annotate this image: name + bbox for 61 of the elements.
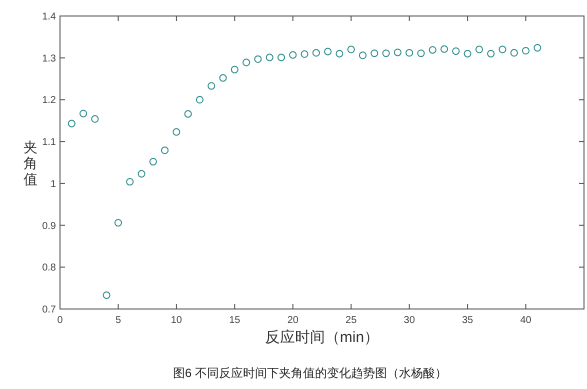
point	[336, 50, 344, 58]
point	[242, 58, 250, 66]
point	[266, 54, 274, 62]
point	[522, 46, 530, 55]
point	[358, 52, 367, 60]
y-axis-title: 夹角值	[23, 138, 38, 186]
point	[324, 48, 332, 56]
point	[184, 110, 192, 118]
point	[91, 115, 99, 123]
x-tick-label: 35	[462, 315, 474, 326]
y-tick-label: 1.4	[42, 12, 56, 22]
caption: 图6 不同反应时间下夹角值的变化趋势图（水杨酸）	[172, 366, 448, 380]
x-axis-title: 反应时间（min）	[264, 329, 380, 346]
point	[102, 291, 110, 299]
point	[138, 170, 146, 178]
y-tick-label: 0.7	[42, 304, 56, 316]
y-tick-label: 0.8	[42, 262, 56, 274]
point	[464, 50, 472, 58]
point	[277, 54, 286, 62]
y-tick-label: 1.1	[42, 137, 56, 148]
point	[254, 55, 262, 63]
point	[406, 49, 414, 57]
point	[126, 178, 134, 186]
point	[312, 49, 320, 57]
y-tick-label: 1	[50, 178, 56, 190]
point	[161, 146, 169, 154]
point	[452, 47, 460, 55]
point	[68, 120, 76, 128]
point	[417, 49, 425, 58]
x-tick-label: 20	[287, 315, 299, 326]
point	[114, 218, 122, 227]
point	[149, 158, 157, 166]
point	[79, 110, 88, 118]
y-tick-label: 1.3	[42, 53, 56, 64]
point	[440, 45, 448, 53]
point	[208, 82, 216, 90]
y-tick-label: 0.9	[42, 220, 56, 232]
x-tick-label: 25	[346, 315, 358, 326]
y-tick-label: 1.2	[42, 95, 56, 106]
point	[498, 46, 506, 54]
point	[172, 128, 180, 136]
x-tick-label: 40	[520, 315, 532, 326]
point	[428, 46, 436, 54]
point	[382, 49, 390, 58]
point	[394, 48, 402, 56]
point	[300, 50, 308, 58]
point	[370, 49, 378, 58]
point	[289, 51, 297, 59]
point	[196, 96, 204, 104]
point	[230, 66, 238, 74]
point	[510, 49, 518, 57]
point	[347, 46, 355, 54]
x-tick-label: 10	[170, 315, 182, 326]
point	[487, 50, 495, 58]
point	[534, 44, 542, 52]
x-tick-label: 0	[57, 315, 64, 326]
point	[475, 46, 483, 54]
point	[219, 74, 227, 82]
x-tick-label: 30	[404, 315, 416, 326]
x-tick-label: 5	[115, 315, 122, 326]
x-tick-label: 15	[229, 315, 241, 326]
